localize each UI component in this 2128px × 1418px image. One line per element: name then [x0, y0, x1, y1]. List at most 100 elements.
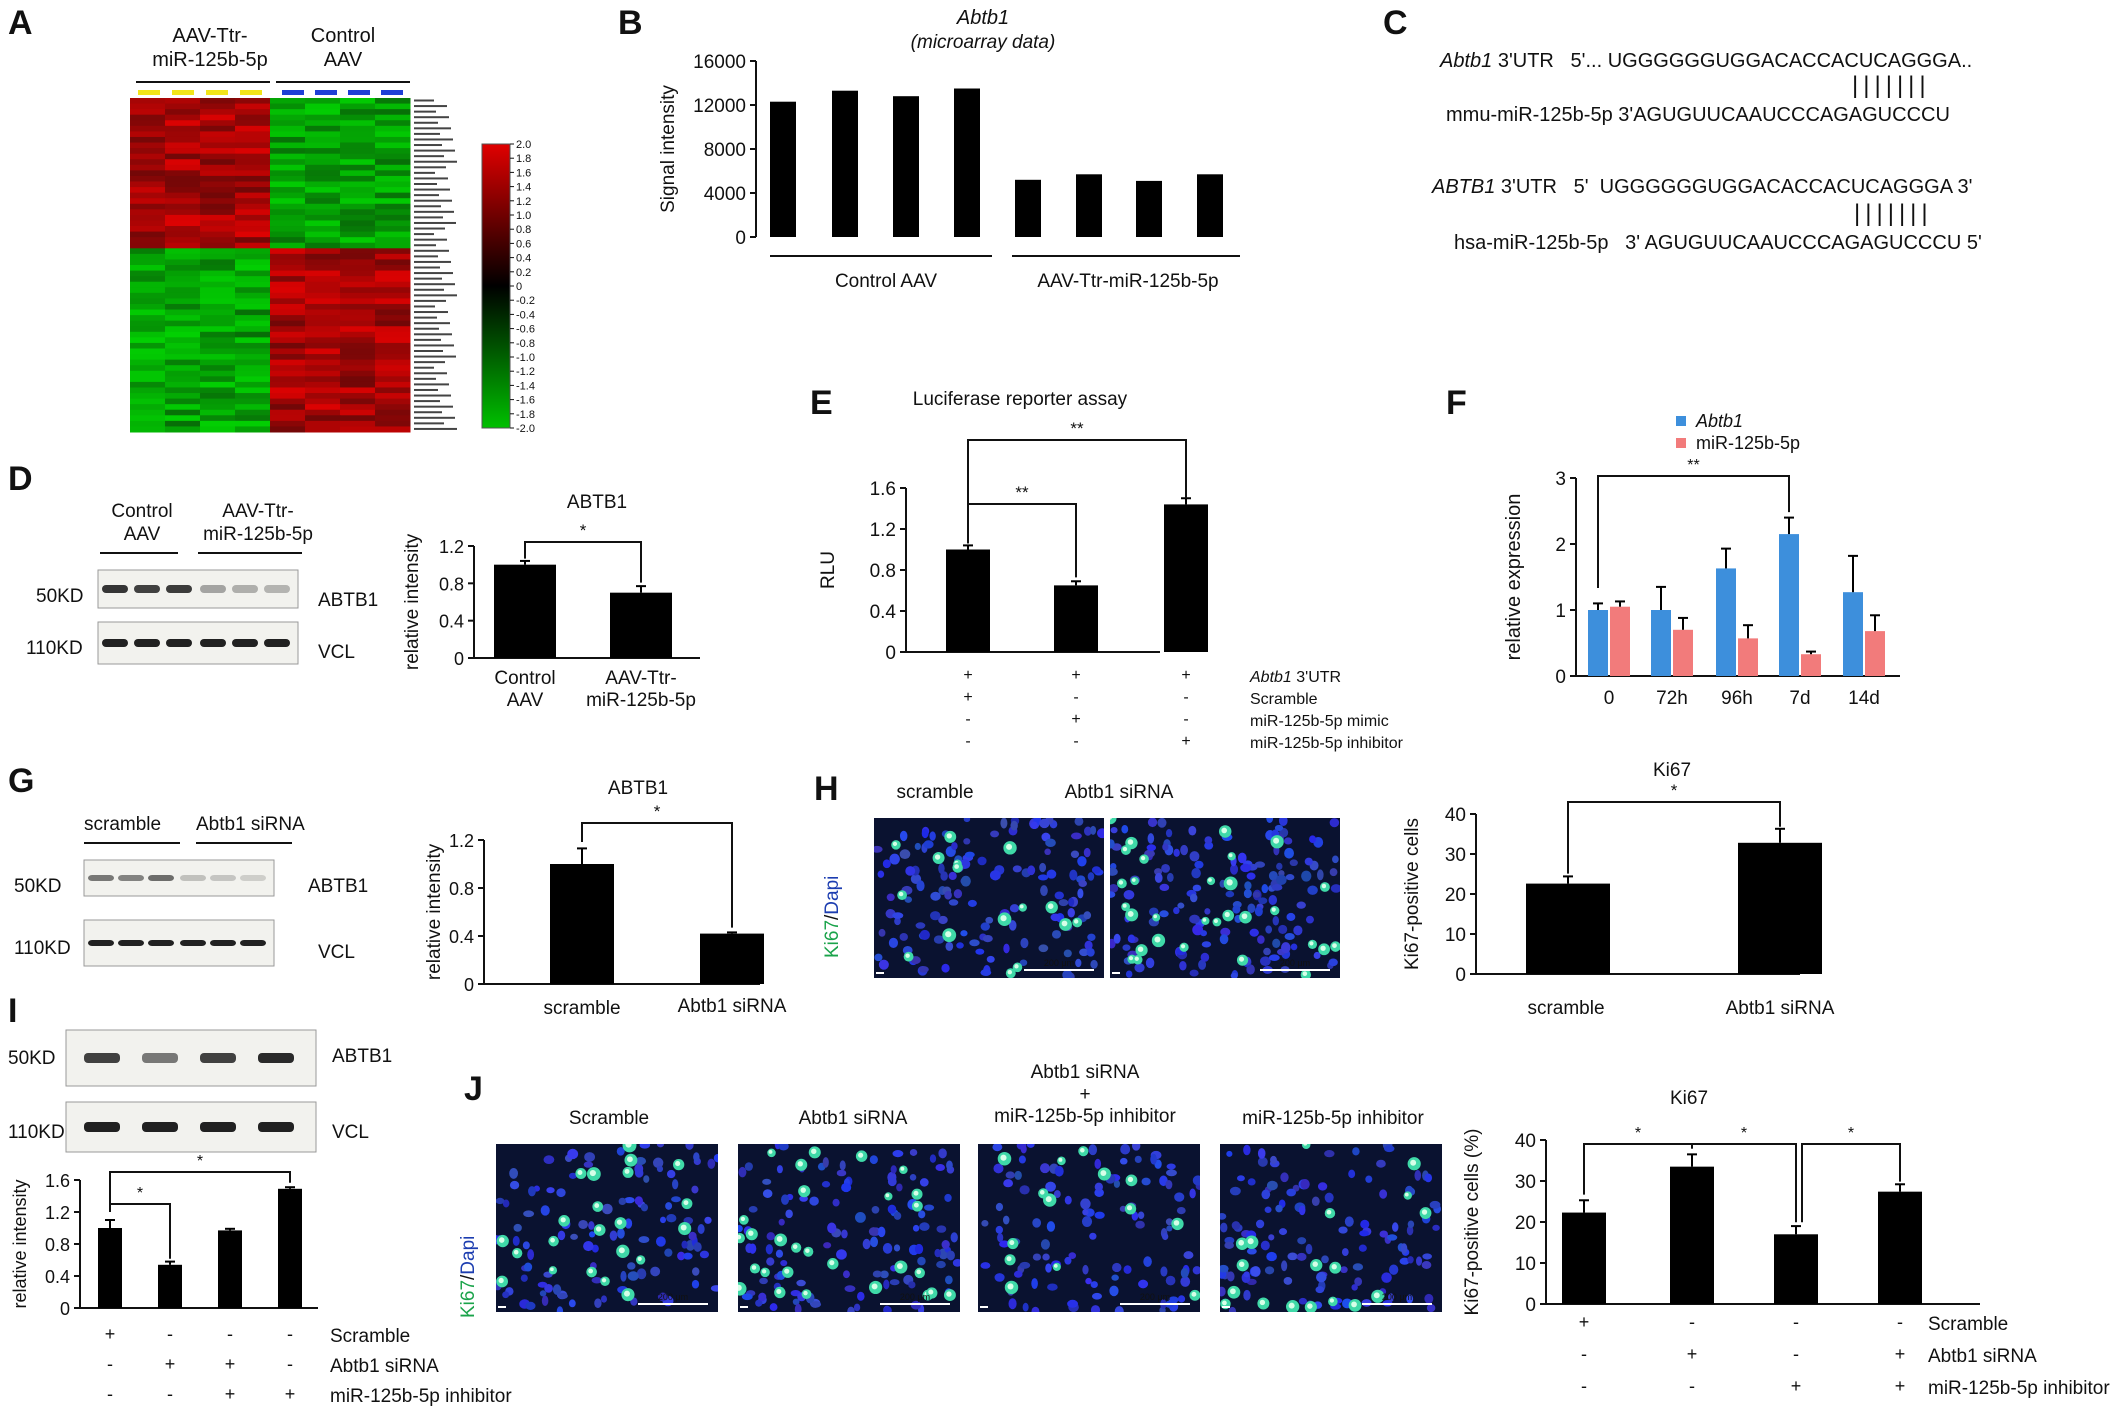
y-tick-label: 12000 — [693, 96, 746, 117]
heatmap-cell — [130, 231, 166, 238]
nucleus-dapi — [1231, 1221, 1241, 1230]
nucleus-dapi — [1407, 1220, 1415, 1229]
heatmap-cell — [130, 148, 166, 155]
nucleus-dapi — [1162, 1232, 1169, 1241]
nucleus-ki67-core — [740, 1216, 746, 1222]
nucleus-dapi — [1301, 870, 1312, 882]
heatmap-cell — [375, 309, 411, 316]
y-tick-label: 0.8 — [449, 879, 474, 899]
nucleus-dapi — [1070, 850, 1080, 859]
nucleus-ki67-core — [1000, 1154, 1007, 1161]
condition-mark: - — [965, 733, 970, 750]
blot-band — [232, 585, 258, 593]
nucleus-dapi — [882, 1243, 893, 1254]
heatmap-cell — [130, 159, 166, 166]
heatmap-cell — [200, 342, 236, 349]
nucleus-dapi — [1084, 826, 1092, 836]
heatmap-cell — [375, 326, 411, 333]
heatmap-cell — [130, 393, 166, 400]
nucleus-dapi — [1300, 1178, 1310, 1190]
nucleus-dapi — [1145, 957, 1155, 969]
heatmap-cell — [200, 164, 236, 171]
nucleus-dapi — [1189, 1188, 1196, 1199]
heatmap-cell — [375, 292, 411, 299]
nucleus-dapi — [1075, 958, 1082, 968]
heatmap-cell — [235, 426, 271, 433]
heatmap-cell — [340, 181, 376, 188]
nucleus-ki67-core — [871, 1283, 878, 1290]
nucleus-dapi — [1127, 934, 1136, 943]
nucleus-ki67-core — [913, 1202, 919, 1208]
heatmap-cell — [375, 192, 411, 199]
nucleus-dapi — [1332, 855, 1339, 864]
heatmap-cell — [375, 320, 411, 327]
nucleus-dapi — [1088, 1144, 1098, 1156]
bar — [610, 592, 672, 658]
nucleus-dapi — [981, 1220, 989, 1227]
nucleus-ki67-core — [1019, 904, 1024, 909]
nucleus-dapi — [1338, 1226, 1348, 1234]
heatmap-cell — [305, 265, 341, 272]
heatmap-cell — [130, 420, 166, 427]
colorbar-tick-label: -0.2 — [516, 295, 535, 307]
nucleus-dapi — [908, 1281, 916, 1289]
y-tick-label: 1.2 — [439, 537, 464, 557]
bar-abtb1 — [1651, 610, 1671, 676]
heatmap-cell — [235, 175, 271, 182]
nucleus-dapi — [1219, 934, 1229, 945]
nucleus-ki67-core — [1230, 1288, 1236, 1295]
nucleus-dapi — [933, 935, 945, 944]
heatmap-cell — [165, 103, 201, 110]
condition-mark: + — [1687, 1344, 1698, 1364]
nucleus-dapi — [1290, 943, 1298, 951]
heatmap-cell — [165, 170, 201, 177]
bar — [954, 88, 980, 237]
panel-label-f: F — [1446, 384, 1467, 422]
heatmap-cell — [235, 303, 271, 311]
nucleus-dapi — [1166, 872, 1174, 882]
heatmap-cell — [270, 303, 306, 311]
heatmap-cell — [200, 125, 236, 132]
heatmap-cell — [340, 420, 376, 427]
nucleus-ki67-core — [1373, 1292, 1380, 1299]
condition-mark: - — [227, 1324, 233, 1344]
heatmap-cell — [235, 248, 271, 255]
nucleus-dapi — [1090, 1281, 1098, 1288]
nucleus-ki67-core — [1208, 878, 1212, 882]
condition-mark: + — [225, 1354, 236, 1374]
nucleus-ki67-core — [1000, 915, 1007, 922]
blot-band — [102, 585, 128, 593]
heatmap-cell — [305, 393, 341, 400]
x-tick-label: 0 — [1604, 688, 1615, 709]
heatmap-cell — [375, 242, 411, 249]
group-label: Control AAV — [835, 271, 937, 292]
nucleus-dapi — [1094, 1211, 1105, 1219]
nucleus-dapi — [1264, 1266, 1275, 1275]
nucleus-dapi — [1192, 1266, 1200, 1275]
nucleus-dapi — [666, 1169, 676, 1179]
nucleus-ki67-core — [1329, 1298, 1335, 1303]
nucleus-ki67-core — [616, 1219, 623, 1225]
nucleus-ki67-core — [1100, 1170, 1107, 1176]
heatmap-cell — [375, 209, 411, 216]
significance-label: * — [197, 1153, 203, 1170]
nucleus-dapi — [652, 1157, 664, 1169]
panel-label-e: E — [810, 384, 833, 422]
y-tick-label: 0.4 — [45, 1267, 70, 1287]
nucleus-ki67-core — [1221, 827, 1228, 834]
heatmap-cell — [270, 248, 306, 255]
heatmap-cell — [270, 181, 306, 188]
nucleus-ki67-core — [498, 1237, 505, 1243]
condition-mark: - — [1793, 1312, 1799, 1332]
y-tick-label: 30 — [1515, 1172, 1536, 1193]
heatmap-cell — [270, 315, 306, 322]
heatmap-cell — [340, 365, 376, 372]
y-axis-label: Ki67-positive cells (%) — [1462, 1129, 1483, 1316]
blot-band — [240, 940, 266, 946]
nucleus-dapi — [512, 1235, 520, 1246]
nucleus-dapi — [853, 1303, 861, 1312]
nucleus-ki67-core — [1140, 855, 1146, 861]
heatmap-cell — [305, 298, 341, 305]
heatmap-cell — [235, 114, 271, 121]
blot-i-mw-1: 50KD — [8, 1048, 56, 1069]
